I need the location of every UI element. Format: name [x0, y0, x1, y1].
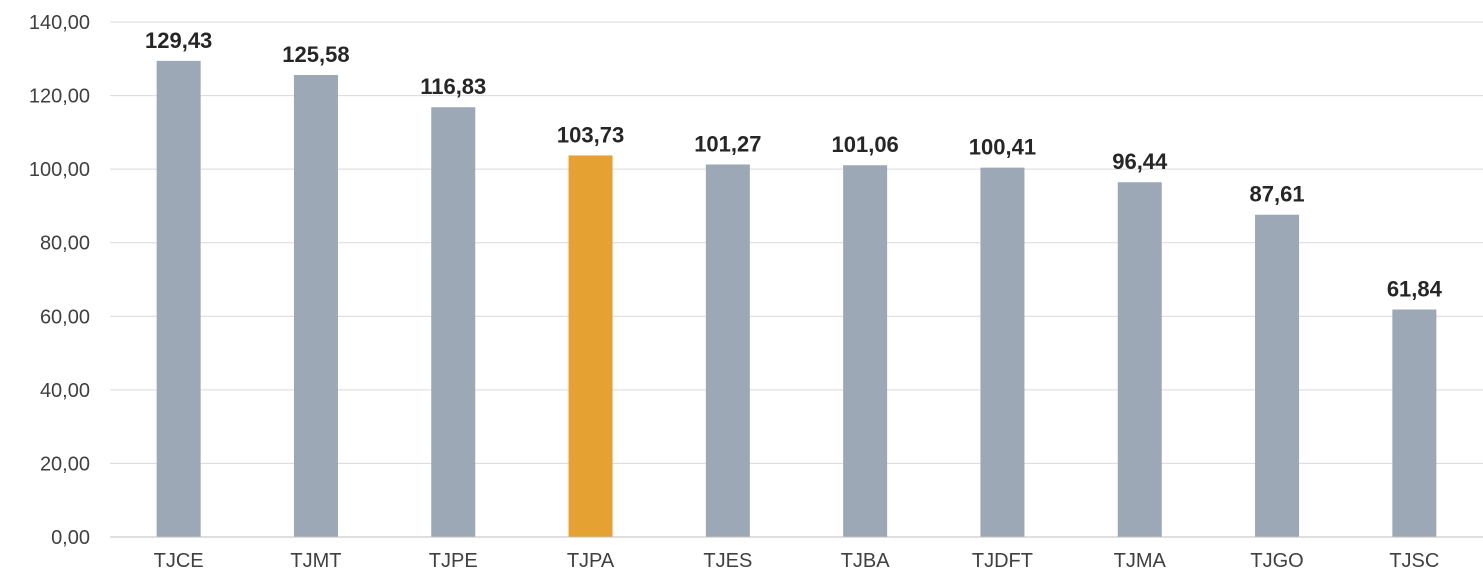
data-label-tjdft: 100,41	[969, 135, 1036, 160]
data-label-tjes: 101,27	[694, 131, 761, 156]
data-label-tjsc: 61,84	[1387, 277, 1443, 302]
x-axis-category-labels: TJCE TJMT TJPE TJPA TJES TJBA TJDFT TJMA TJGO TJS…	[154, 550, 1440, 572]
data-label-tjba: 101,06	[832, 132, 899, 157]
data-label-tjma: 96,44	[1112, 149, 1168, 174]
bar-tjma	[1117, 182, 1162, 537]
y-tick-label: 120,00	[29, 86, 90, 108]
bar-tjpe	[431, 107, 476, 538]
bar-tjdft	[980, 167, 1025, 537]
category-label-tjpa: TJPA	[567, 550, 615, 572]
category-label-tjmt: TJMT	[290, 550, 341, 572]
bar-tjpa	[568, 155, 613, 537]
data-label-tjce: 129,43	[145, 28, 212, 53]
gridlines	[110, 21, 1483, 464]
y-tick-label: 20,00	[40, 453, 90, 475]
category-label-tjdft: TJDFT	[972, 550, 1033, 572]
bar-tjes	[705, 164, 750, 537]
data-labels: 129,43 125,58 116,83 103,73 101,27 101,06 100,…	[145, 28, 1443, 302]
y-tick-label: 60,00	[40, 306, 90, 328]
bar-tjmt	[293, 75, 338, 538]
category-label-tjgo: TJGO	[1250, 550, 1303, 572]
category-label-tjba: TJBA	[841, 550, 891, 572]
bar-tjgo	[1255, 214, 1300, 538]
y-tick-label: 80,00	[40, 233, 90, 255]
y-tick-label: 140,00	[29, 12, 90, 34]
category-label-tjsc: TJSC	[1389, 550, 1439, 572]
data-label-tjgo: 87,61	[1250, 182, 1305, 207]
y-tick-label: 0,00	[51, 527, 90, 549]
data-label-tjpa: 103,73	[557, 122, 624, 147]
category-label-tjpe: TJPE	[429, 550, 478, 572]
bar-tjba	[843, 165, 888, 537]
category-label-tjma: TJMA	[1114, 550, 1167, 572]
y-axis-tick-labels: 0,00 20,00 40,00 60,00 80,00 100,00 120,00 140,…	[29, 12, 90, 549]
bar-tjsc	[1392, 309, 1437, 537]
category-label-tjce: TJCE	[154, 550, 204, 572]
bar-tjce	[156, 60, 201, 537]
data-label-tjpe: 116,83	[420, 74, 486, 99]
category-label-tjes: TJES	[703, 550, 752, 572]
y-tick-label: 100,00	[29, 159, 90, 181]
data-label-tjmt: 125,58	[282, 42, 349, 67]
bars	[156, 60, 1437, 538]
y-tick-label: 40,00	[40, 380, 90, 402]
